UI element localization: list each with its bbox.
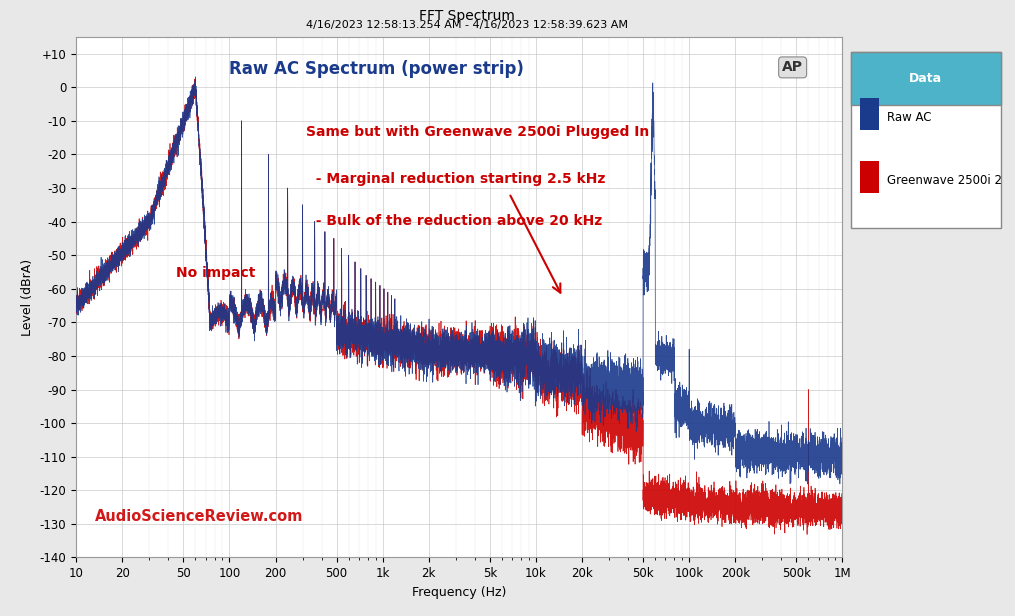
- X-axis label: Frequency (Hz): Frequency (Hz): [412, 586, 506, 599]
- Y-axis label: Level (dBrA): Level (dBrA): [21, 259, 35, 336]
- Text: - Bulk of the reduction above 20 kHz: - Bulk of the reduction above 20 kHz: [306, 214, 602, 228]
- Text: Same but with Greenwave 2500i Plugged In: Same but with Greenwave 2500i Plugged In: [306, 126, 650, 139]
- Text: No impact: No impact: [176, 266, 255, 280]
- Text: Raw AC Spectrum (power strip): Raw AC Spectrum (power strip): [229, 60, 525, 78]
- Bar: [860, 161, 879, 193]
- Text: AudioScienceReview.com: AudioScienceReview.com: [95, 509, 303, 524]
- Bar: [860, 98, 879, 129]
- Text: Greenwave 2500i 2: Greenwave 2500i 2: [887, 174, 1002, 187]
- Text: AP: AP: [783, 60, 803, 75]
- Text: FFT Spectrum: FFT Spectrum: [419, 9, 515, 23]
- Text: Raw AC: Raw AC: [887, 111, 931, 124]
- Bar: [851, 52, 1001, 105]
- Text: Data: Data: [909, 72, 942, 85]
- Text: - Marginal reduction starting 2.5 kHz: - Marginal reduction starting 2.5 kHz: [306, 172, 605, 186]
- Text: 4/16/2023 12:58:13.254 AM - 4/16/2023 12:58:39.623 AM: 4/16/2023 12:58:13.254 AM - 4/16/2023 12…: [306, 20, 628, 30]
